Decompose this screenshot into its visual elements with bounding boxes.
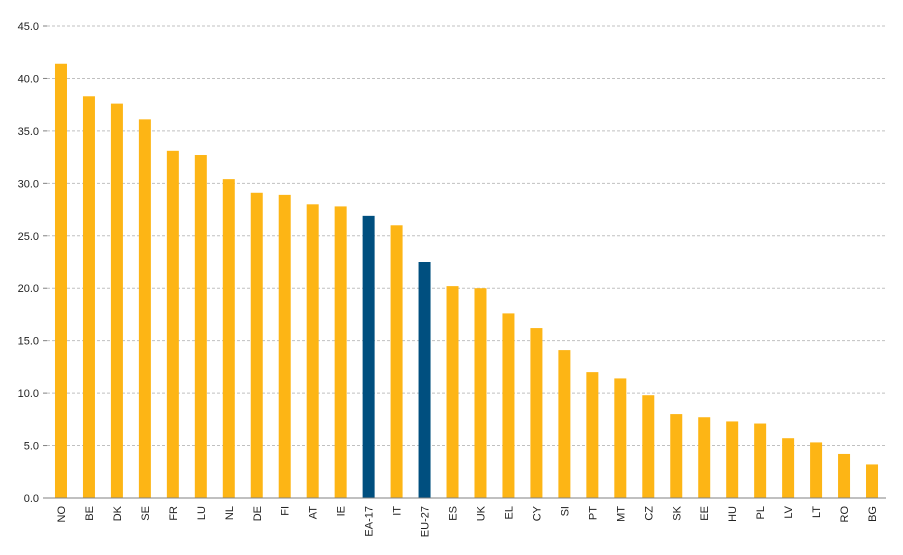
x-tick-label: AT xyxy=(308,506,320,520)
bar-eu-27 xyxy=(418,262,431,498)
x-tick-label: EL xyxy=(503,506,515,519)
bar-de xyxy=(250,192,263,499)
x-tick-label: LU xyxy=(196,506,208,520)
x-tick-label: BG xyxy=(867,506,879,522)
bar-ie xyxy=(334,206,347,499)
bar-nl xyxy=(222,179,235,499)
x-tick-label: LV xyxy=(783,505,795,518)
x-tick-label: LT xyxy=(811,506,823,518)
bar-cy xyxy=(530,328,543,498)
bar-hu xyxy=(726,421,739,498)
y-tick-label: 0.0 xyxy=(24,493,39,505)
x-tick-label: NO xyxy=(56,506,68,523)
x-tick-label: FR xyxy=(168,506,180,521)
y-tick-label: 20.0 xyxy=(18,283,39,295)
x-tick-label: SE xyxy=(140,506,152,521)
x-axis-ticks: NO BE DK SE FR LU NL DE FI AT IE EA-17 IT EU-27 ES UK EL… xyxy=(56,505,879,537)
bar-bg xyxy=(866,464,879,498)
y-tick-label: 15.0 xyxy=(18,336,39,348)
y-tick-label: 10.0 xyxy=(18,388,39,400)
bar-mt xyxy=(614,378,627,498)
x-tick-label: IT xyxy=(392,506,404,516)
bar-es xyxy=(446,286,459,498)
x-tick-label: PT xyxy=(587,506,599,520)
y-tick-label: 5.0 xyxy=(24,441,39,453)
x-tick-label: SI xyxy=(559,506,571,516)
bar-lt xyxy=(810,442,823,498)
bar-be xyxy=(82,96,95,498)
bar-fr xyxy=(166,150,179,498)
bar-cz xyxy=(642,395,655,498)
bars xyxy=(54,63,879,499)
bar-ro xyxy=(838,453,851,498)
x-tick-label: IE xyxy=(336,506,348,516)
bar-pl xyxy=(754,423,767,498)
y-tick-label: 30.0 xyxy=(18,178,39,190)
x-tick-label: EA-17 xyxy=(364,506,376,537)
x-tick-label: EE xyxy=(699,506,711,521)
bar-dk xyxy=(110,103,123,499)
bar-ee xyxy=(698,417,711,498)
x-tick-label: DK xyxy=(112,505,124,521)
y-axis-ticks: 0.0 5.0 10.0 15.0 20.0 25.0 30.0 35.0 40.0 45.0 xyxy=(18,21,47,505)
x-tick-label: ES xyxy=(448,506,460,521)
x-tick-label: EU-27 xyxy=(420,506,432,537)
bar-at xyxy=(306,204,319,499)
bar-lv xyxy=(782,438,795,498)
x-tick-label: RO xyxy=(839,506,851,523)
bar-fi xyxy=(278,194,291,499)
bar-se xyxy=(138,119,151,499)
bar-el xyxy=(502,313,515,498)
x-tick-label: FI xyxy=(280,506,292,516)
bar-si xyxy=(558,350,571,498)
x-tick-label: SK xyxy=(671,505,683,520)
x-tick-label: CY xyxy=(531,505,543,521)
y-tick-label: 35.0 xyxy=(18,126,39,138)
x-tick-label: UK xyxy=(475,505,487,521)
y-tick-label: 45.0 xyxy=(18,21,39,33)
bar-no xyxy=(54,63,67,498)
bar-sk xyxy=(670,414,683,498)
bar-ea-17 xyxy=(362,215,375,499)
x-tick-label: DE xyxy=(252,506,264,521)
bar-uk xyxy=(474,288,487,498)
y-tick-label: 25.0 xyxy=(18,231,39,243)
bar-pt xyxy=(586,372,599,498)
x-tick-label: BE xyxy=(84,506,96,521)
x-tick-label: NL xyxy=(224,506,236,520)
x-tick-label: CZ xyxy=(643,506,655,521)
bar-lu xyxy=(194,155,207,498)
x-tick-label: MT xyxy=(615,506,627,522)
y-tick-label: 40.0 xyxy=(18,73,39,85)
x-tick-label: PL xyxy=(755,506,767,519)
bar-it xyxy=(390,225,403,499)
x-tick-label: HU xyxy=(727,506,739,522)
